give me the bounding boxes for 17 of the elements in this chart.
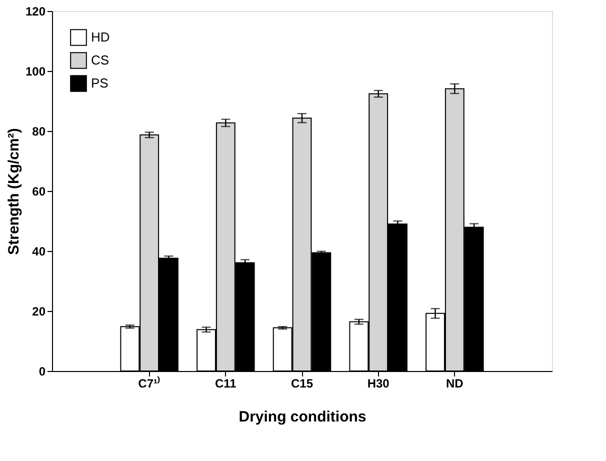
x-tick-label: H30: [367, 376, 390, 390]
legend-label: CS: [91, 52, 110, 68]
legend-label: PS: [91, 76, 109, 90]
y-tick-label: 120: [25, 4, 46, 18]
y-tick-label: 100: [25, 64, 46, 78]
x-tick-label: C15: [290, 376, 314, 390]
y-tick-label: 80: [32, 124, 46, 138]
y-tick-label: 20: [32, 304, 46, 318]
x-tick-label: C7¹⁾: [138, 376, 160, 390]
legend-label: HD: [91, 30, 110, 44]
y-tick-label: 0: [38, 364, 46, 378]
y-tick-label: 60: [32, 184, 46, 198]
x-tick-label: C11: [214, 376, 237, 390]
x-axis-title: Drying conditions: [238, 408, 366, 426]
x-tick-label: ND: [446, 376, 464, 390]
y-axis-title: Strength (Kg/cm²): [5, 128, 22, 255]
y-tick-label: 40: [32, 244, 46, 258]
